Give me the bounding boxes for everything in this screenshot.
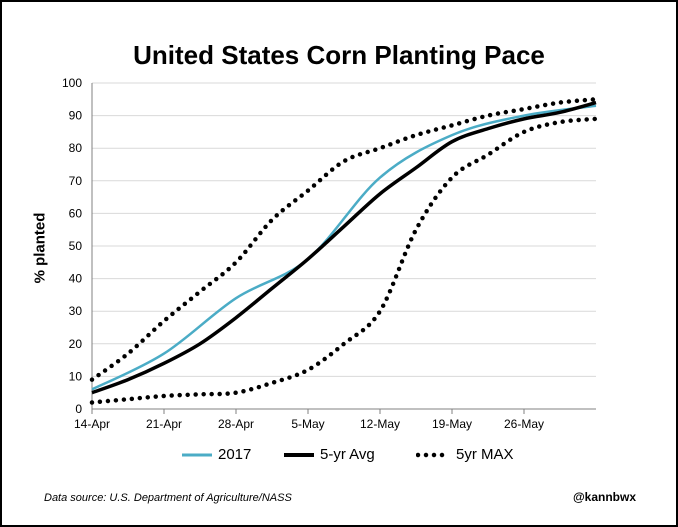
y-tick-label: 70 [69,174,83,188]
y-tick-label: 90 [69,109,83,123]
y-tick-label: 60 [69,206,83,220]
y-tick-label: 40 [69,272,83,286]
legend-label-5yr-max: 5yr MAX [456,446,514,463]
x-tick-label: 5-May [291,417,324,431]
author-handle: @kannbwx [572,490,636,504]
series-line-5yr-avg [91,100,597,395]
legend-item-2017: 2017 [182,446,251,463]
legend: 2017 5-yr Avg 5yr MAX [0,446,678,470]
y-tick-label: 30 [69,304,83,318]
x-tick-label: 19-May [432,417,472,431]
x-tick-label: 21-Apr [146,417,182,431]
y-tick-label: 0 [75,402,82,416]
legend-swatch-5yr-max [416,452,450,457]
series-line-5yr-min [89,116,599,405]
legend-label-2017: 2017 [218,446,252,463]
legend-swatch-2017 [182,453,212,456]
x-tick-label: 28-Apr [218,417,254,431]
legend-swatch-5yr-avg [284,452,314,457]
y-tick-label: 10 [69,369,83,383]
y-tick-label: 50 [69,239,83,253]
x-tick-label: 12-May [360,417,400,431]
y-tick-label: 20 [69,337,83,351]
legend-item-5yr-max: 5yr MAX [416,446,514,463]
series-line-5yr-max [89,97,599,382]
legend-item-5yr-avg: 5-yr Avg [284,446,375,463]
x-tick-label: 26-May [504,417,544,431]
x-tick-label: 14-Apr [74,417,110,431]
chart-title: United States Corn Planting Pace [133,40,545,70]
y-tick-label: 100 [62,76,82,90]
y-tick-label: 80 [69,141,83,155]
series-line-2017 [91,104,597,391]
data-source-note: Data source: U.S. Department of Agricult… [44,492,292,504]
legend-label-5yr-avg: 5-yr Avg [320,446,375,463]
y-axis-label: % planted [31,212,49,284]
